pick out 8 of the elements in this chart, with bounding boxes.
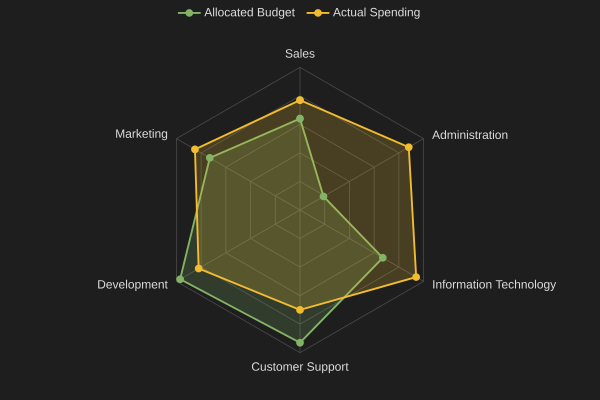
legend-label: Allocated Budget: [204, 8, 295, 19]
spoke-label: Sales: [286, 48, 315, 58]
legend-label: Actual Spending: [332, 8, 420, 19]
spoke-label: Marketing: [116, 129, 168, 140]
spoke-label: Information Technology: [433, 280, 556, 291]
spoke-label: Customer Support: [252, 362, 349, 374]
spoke-label: Administration: [432, 130, 508, 140]
spoke-label: Development: [98, 280, 168, 291]
